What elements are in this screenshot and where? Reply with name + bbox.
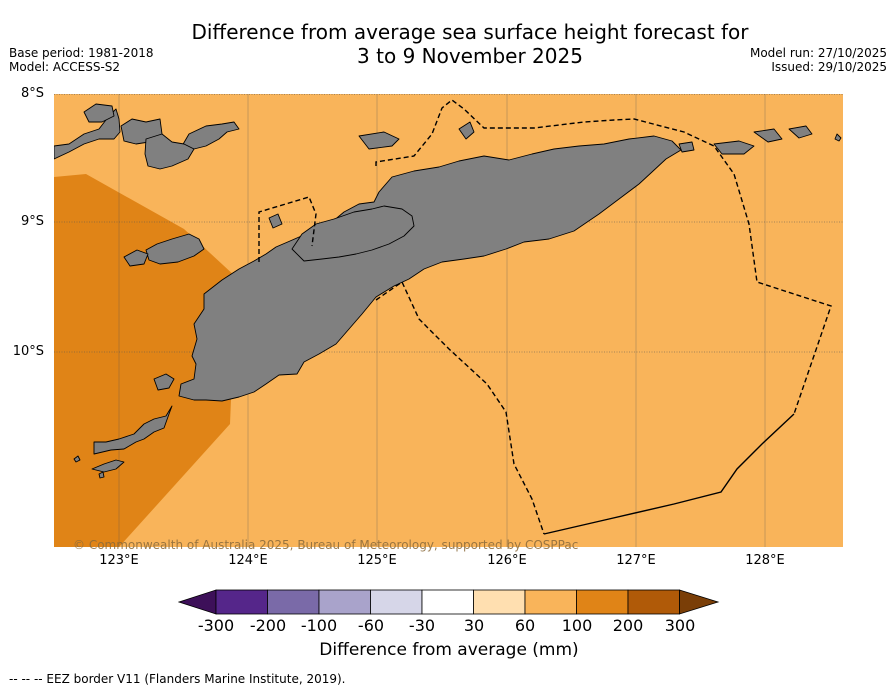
- lon-label-126e: 126°E: [487, 553, 527, 568]
- sermata-island-west: [788, 125, 813, 139]
- atauro-island: [268, 213, 283, 229]
- chart-title: Difference from average sea surface heig…: [120, 20, 820, 68]
- meta-left: Base period: 1981-2018 Model: ACCESS-S2: [9, 46, 154, 74]
- semau-island: [153, 373, 175, 391]
- colorbar-arrow-low: [177, 589, 217, 615]
- small-islet-1: [73, 455, 81, 463]
- colorbar-svg: [177, 589, 720, 615]
- solor-island: [54, 108, 121, 160]
- colorbar-segment-6: [473, 589, 526, 615]
- colorbar-tick: 100: [561, 616, 593, 635]
- colorbar-segment-9: [627, 589, 680, 615]
- lat-label-10s: 10°S: [12, 344, 44, 359]
- lat-label-8s: 8°S: [20, 86, 44, 101]
- eez-line-north: [375, 99, 832, 415]
- lon-label-128e: 128°E: [745, 553, 785, 568]
- model-label: Model: ACCESS-S2: [9, 60, 121, 74]
- map-svg: [54, 94, 843, 547]
- colorbar-tick: -30: [408, 616, 436, 635]
- lat-label-9s: 9°S: [20, 214, 44, 229]
- lon-label-124e: 124°E: [228, 553, 268, 568]
- colorbar-tick: -60: [357, 616, 385, 635]
- colorbar-segment-3: [318, 589, 371, 615]
- colorbar-segment-2: [267, 589, 320, 615]
- rote-island: [91, 459, 125, 473]
- eez-border: [258, 99, 832, 535]
- colorbar-title: Difference from average (mm): [319, 640, 579, 660]
- wetar-island: [291, 205, 415, 262]
- colorbar-arrow-high: [679, 589, 720, 615]
- colorbar-segment-4: [370, 589, 423, 615]
- lon-label-123e: 123°E: [99, 553, 139, 568]
- ocean-anomaly-100-200: [54, 174, 236, 547]
- colorbar-tick: 200: [612, 616, 644, 635]
- lat-gridlines: [54, 94, 843, 353]
- colorbar-tick: -100: [300, 616, 338, 635]
- colorbar-segment-5: [421, 589, 474, 615]
- colorbar-tick: 30: [463, 616, 485, 635]
- flores-east: [144, 133, 195, 170]
- base-period-label: Base period: 1981-2018: [9, 46, 154, 60]
- colorbar: [177, 589, 720, 615]
- romang-island: [458, 121, 475, 140]
- leti-island: [678, 141, 695, 153]
- colorbar-segment-8: [576, 589, 629, 615]
- colorbar-tick: 300: [664, 616, 696, 635]
- eez-line-west: [258, 196, 317, 262]
- pantar-island: [123, 249, 149, 267]
- title-line-2: 3 to 9 November 2025: [357, 44, 583, 68]
- sermata-island-east: [834, 133, 842, 142]
- kupang-peninsula: [93, 405, 173, 455]
- model-run-label: Model run: 27/10/2025: [749, 46, 887, 60]
- colorbar-tick: -300: [197, 616, 235, 635]
- map-panel: [54, 94, 843, 547]
- lon-label-127e: 127°E: [616, 553, 656, 568]
- issued-label: Issued: 29/10/2025: [771, 60, 887, 74]
- eez-line-solid: [543, 413, 795, 535]
- lakor-island: [753, 128, 783, 143]
- colorbar-tick: 60: [514, 616, 536, 635]
- title-line-1: Difference from average sea surface heig…: [191, 20, 749, 44]
- small-islet-2: [98, 471, 105, 479]
- land-masses: [54, 103, 842, 479]
- colorbar-segment-7: [524, 589, 577, 615]
- lon-label-125e: 125°E: [357, 553, 397, 568]
- copyright-notice: © Commonwealth of Australia 2025, Bureau…: [73, 538, 579, 552]
- moa-island: [713, 140, 755, 155]
- flores-fragment-north: [83, 103, 115, 123]
- alor-island: [145, 233, 205, 265]
- eez-footnote: -- -- -- EEZ border V11 (Flanders Marine…: [9, 672, 346, 686]
- colorbar-segment-1: [215, 589, 268, 615]
- kisar-island: [358, 131, 400, 150]
- meta-right: Model run: 27/10/2025 Issued: 29/10/2025: [750, 46, 887, 74]
- colorbar-tick: -200: [249, 616, 287, 635]
